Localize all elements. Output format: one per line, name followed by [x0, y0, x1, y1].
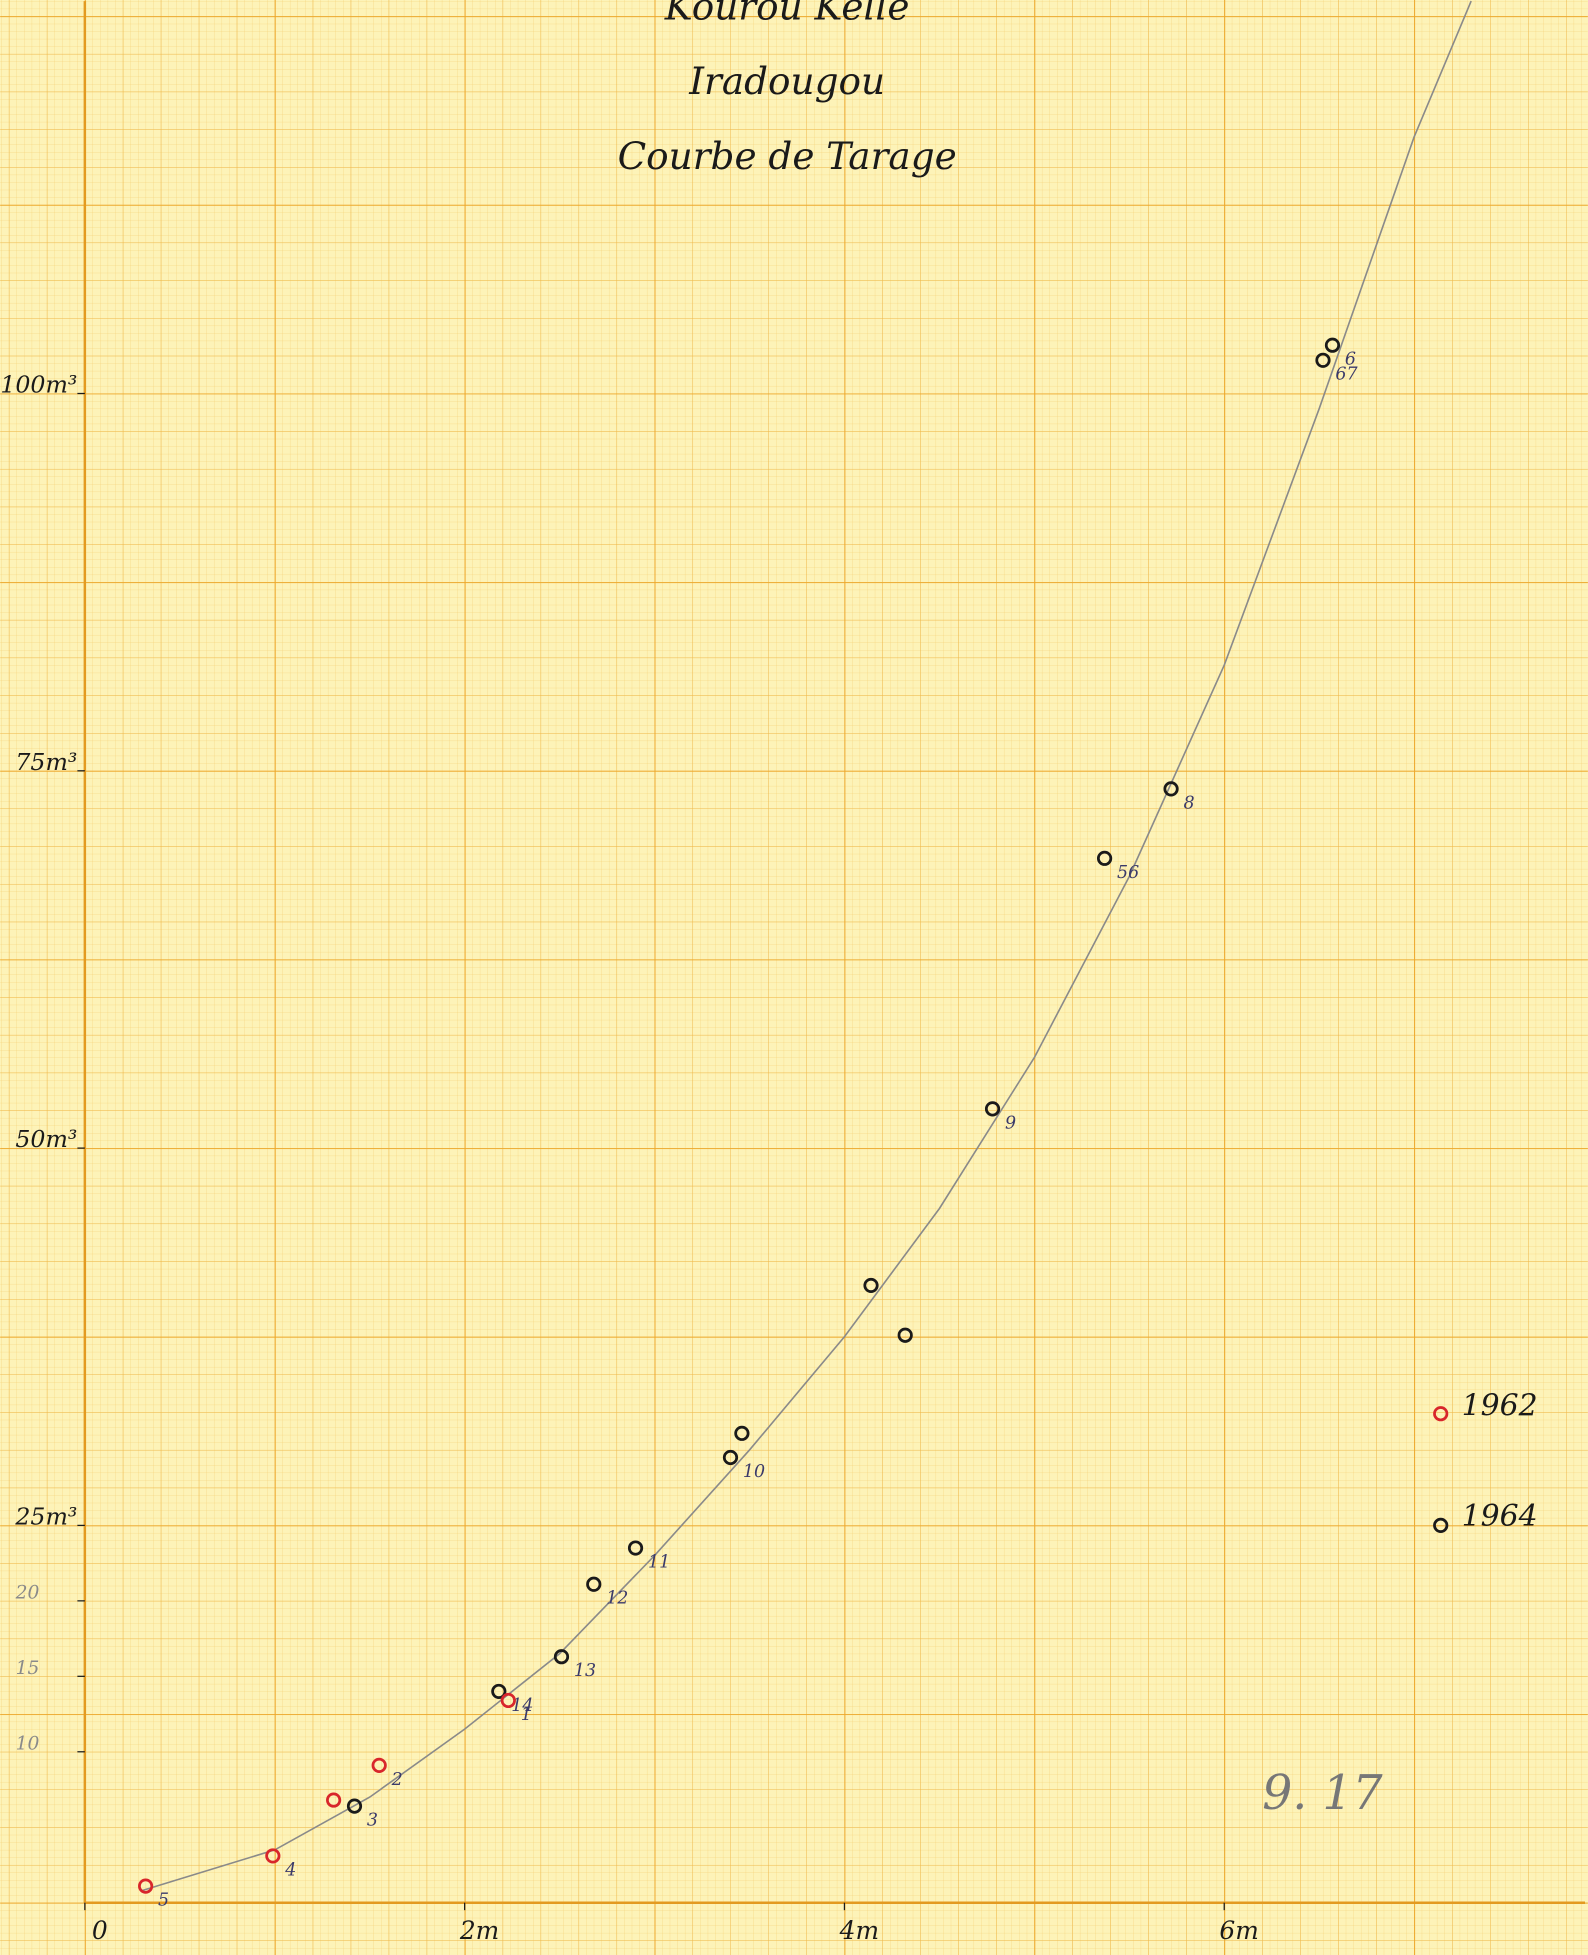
- data-point: [1315, 352, 1331, 368]
- data-point: [627, 1540, 644, 1556]
- point-label: 12: [606, 1589, 628, 1609]
- point-label: 56: [1117, 863, 1139, 883]
- point-label: 8: [1184, 793, 1195, 813]
- data-point: [734, 1425, 750, 1441]
- y-tick-label: 15: [16, 1658, 40, 1679]
- point-label: 2: [391, 1770, 403, 1790]
- point-label: 9: [1005, 1113, 1016, 1133]
- data-point: [138, 1878, 154, 1894]
- data-point: [346, 1798, 363, 1814]
- data-point: [265, 1848, 281, 1864]
- annotation: 1964: [1462, 1499, 1538, 1534]
- data-point: [863, 1277, 879, 1294]
- point-label: 14: [511, 1696, 533, 1716]
- y-tick-label: 75m³: [15, 748, 77, 776]
- y-tick-label: 50m³: [15, 1125, 77, 1153]
- data-point: [897, 1327, 913, 1343]
- data-point: [586, 1576, 602, 1592]
- point-label: 1: [521, 1705, 532, 1725]
- annotation: 1962: [1462, 1389, 1538, 1424]
- point-label: 6: [1345, 350, 1356, 370]
- title-line: Courbe de Tarage: [618, 134, 957, 178]
- y-tick-label: 25m³: [14, 1502, 77, 1530]
- data-point: [553, 1649, 570, 1665]
- annotation: 9. 17: [1262, 1766, 1383, 1821]
- data-point: [1096, 850, 1113, 866]
- point-label: 10: [743, 1462, 765, 1482]
- point-label: 13: [574, 1661, 596, 1681]
- title-line: Iradougou: [688, 59, 885, 103]
- data-point: [1163, 781, 1179, 797]
- data-point: [1433, 1406, 1449, 1422]
- rating-curve: [141, 0, 1472, 1892]
- y-tick-label: 10: [16, 1733, 40, 1754]
- point-label: 11: [648, 1552, 670, 1572]
- data-point: [1433, 1517, 1449, 1533]
- data-point: [984, 1101, 1001, 1117]
- point-label: 5: [158, 1891, 169, 1911]
- data-point: [326, 1792, 342, 1808]
- x-tick-label: 0: [92, 1916, 108, 1945]
- y-tick-label: 100m³: [0, 371, 77, 399]
- title-line: Kourou Kelle: [664, 0, 910, 28]
- data-point: [722, 1449, 739, 1466]
- y-tick-label: 20: [15, 1582, 40, 1603]
- data-point: [371, 1757, 387, 1773]
- point-label: 3: [367, 1811, 378, 1831]
- data-point: [500, 1692, 516, 1709]
- x-tick-label: 6m: [1219, 1916, 1258, 1945]
- x-tick-label: 4m: [839, 1916, 879, 1945]
- data-point: [1324, 337, 1341, 353]
- point-label: 67: [1335, 365, 1358, 385]
- x-tick-label: 2m: [459, 1916, 499, 1945]
- point-label: 4: [284, 1860, 296, 1880]
- data-point: [491, 1683, 507, 1700]
